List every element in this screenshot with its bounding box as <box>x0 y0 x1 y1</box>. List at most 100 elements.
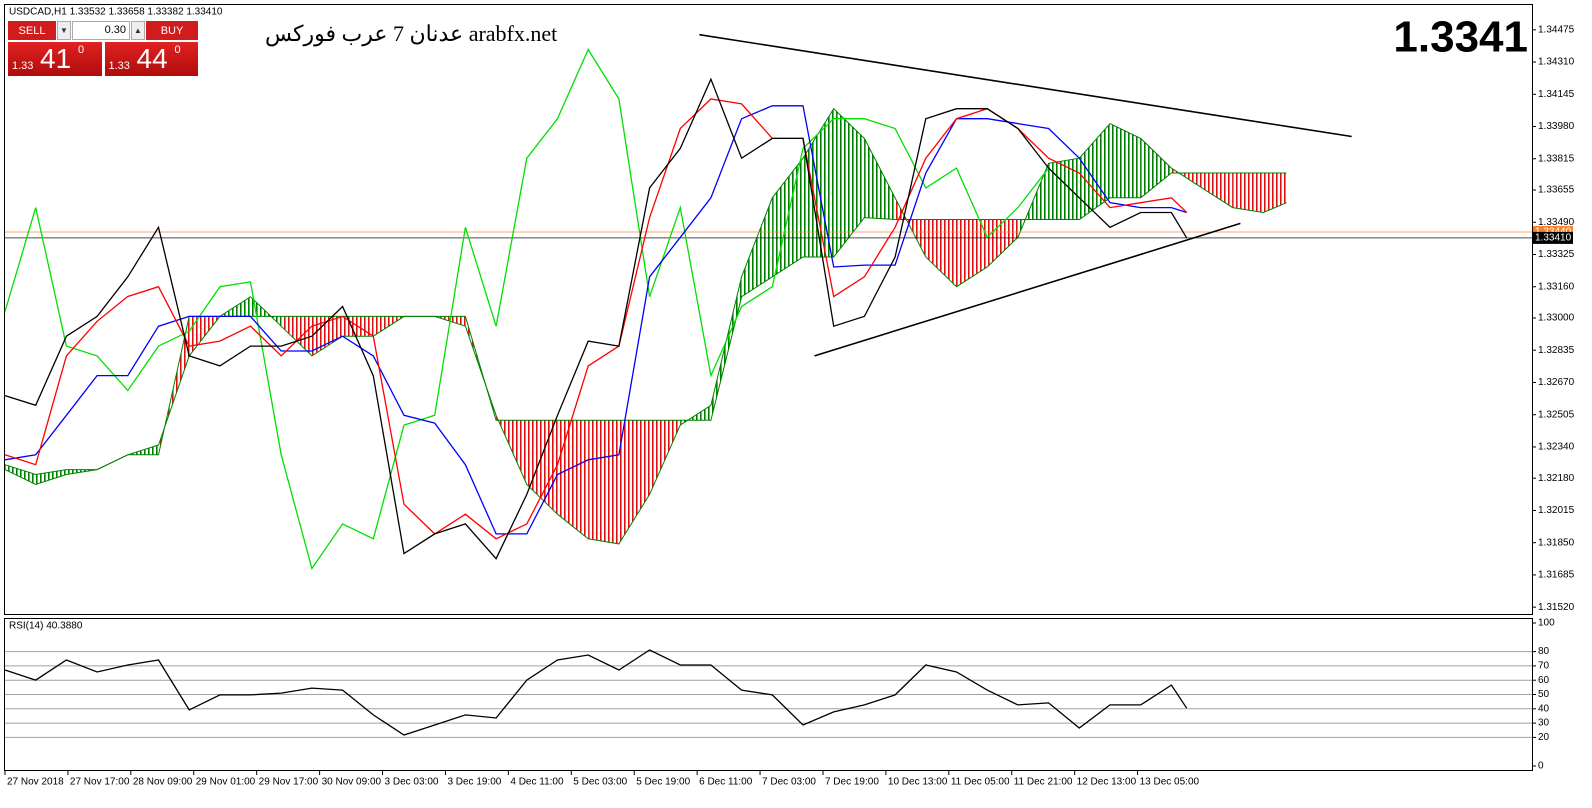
y-tick-label: 1.33980 <box>1538 121 1575 132</box>
x-tick-label: 3 Dec 03:00 <box>385 777 439 788</box>
x-tick-label: 11 Dec 05:00 <box>951 777 1010 788</box>
y-tick-label: 80 <box>1538 646 1550 657</box>
cloud-segment <box>5 464 36 485</box>
cloud-segment <box>1048 158 1080 220</box>
cloud-segment <box>710 276 742 421</box>
y-tick-label: 1.31520 <box>1538 602 1575 613</box>
ask-fraction: 0 <box>174 44 181 56</box>
x-tick-label: 30 Nov 09:00 <box>322 777 382 788</box>
y-tick-label: 1.34145 <box>1538 89 1575 100</box>
price-line-label: 1.33410 <box>1535 233 1572 244</box>
x-tick-label: 5 Dec 19:00 <box>636 777 690 788</box>
y-tick-label: 1.33815 <box>1538 153 1575 164</box>
ask-pips: 44 <box>136 43 168 74</box>
order-row: SELL ▼ 0.30 ▲ BUY <box>8 21 198 40</box>
series-line <box>4 649 1188 736</box>
y-tick-label: 100 <box>1538 618 1555 629</box>
bid-fraction: 0 <box>78 44 85 56</box>
cloud-segment <box>925 219 957 287</box>
y-tick-label: 1.34310 <box>1538 57 1575 68</box>
x-tick-label: 27 Nov 2018 <box>7 777 64 788</box>
y-tick-label: 1.32180 <box>1538 473 1575 484</box>
cloud-segment <box>987 219 1018 268</box>
x-tick-label: 27 Nov 17:00 <box>70 777 130 788</box>
series-line <box>4 105 1187 535</box>
watermark: عدنان 7 عرب فوركس arabfx.net <box>265 21 557 47</box>
cloud-segment <box>1079 123 1110 220</box>
price-panel-frame <box>4 4 1533 615</box>
x-tick-label: 12 Dec 13:00 <box>1077 777 1137 788</box>
y-tick-label: 1.32505 <box>1538 409 1575 420</box>
bid-big-figure: 1.33 <box>12 60 34 72</box>
series-line <box>4 77 1188 560</box>
cloud-segment <box>1202 173 1233 208</box>
y-tick-label: 50 <box>1538 689 1550 700</box>
y-tick-label: 30 <box>1538 718 1550 729</box>
y-tick-label: 1.33325 <box>1538 249 1575 260</box>
lots-input[interactable]: 0.30 <box>72 21 130 40</box>
quotes: 1.33 41 0 1.33 44 0 <box>8 42 198 76</box>
x-tick-label: 4 Dec 11:00 <box>510 777 564 788</box>
y-tick-label: 20 <box>1538 732 1550 743</box>
y-tick-label: 60 <box>1538 675 1550 686</box>
cloud-segment <box>588 420 619 544</box>
y-tick-label: 1.32835 <box>1538 345 1575 356</box>
cloud-segment <box>1109 123 1141 198</box>
lots-up[interactable]: ▲ <box>131 21 145 40</box>
series-line <box>699 33 1352 138</box>
y-tick-label: 1.34475 <box>1538 24 1575 35</box>
cloud-segment <box>741 197 773 297</box>
cloud-segment <box>281 316 312 356</box>
bid-quote[interactable]: 1.33 41 0 <box>8 42 102 76</box>
y-tick-label: 1.32670 <box>1538 377 1575 388</box>
x-tick-label: 7 Dec 03:00 <box>762 777 816 788</box>
cloud-segment <box>311 316 343 356</box>
y-tick-label: 1.33000 <box>1538 313 1575 324</box>
ask-big-figure: 1.33 <box>108 60 130 72</box>
buy-button[interactable]: BUY <box>146 21 198 40</box>
y-tick-label: 1.31685 <box>1538 570 1575 581</box>
rsi-title: RSI(14) 40.3880 <box>9 621 83 632</box>
x-tick-label: 28 Nov 09:00 <box>133 777 193 788</box>
y-tick-label: 1.32015 <box>1538 505 1575 516</box>
x-tick-label: 29 Nov 01:00 <box>196 777 256 788</box>
x-tick-label: 11 Dec 21:00 <box>1014 777 1073 788</box>
x-tick-label: 5 Dec 03:00 <box>573 777 627 788</box>
cloud-segment <box>864 138 896 220</box>
y-tick-label: 1.33160 <box>1538 281 1575 292</box>
cloud-segment <box>1232 173 1264 213</box>
big-price: 1.3341 <box>1393 13 1528 62</box>
cloud-segment <box>956 219 988 287</box>
x-tick-label: 3 Dec 19:00 <box>447 777 501 788</box>
price-line-box <box>1533 231 1573 244</box>
y-tick-label: 1.32340 <box>1538 442 1575 453</box>
cloud-segment <box>833 108 865 258</box>
x-tick-label: 29 Nov 17:00 <box>259 777 319 788</box>
series-line <box>814 222 1241 357</box>
y-tick-label: 1.33655 <box>1538 185 1575 196</box>
x-tick-label: 6 Dec 11:00 <box>699 777 753 788</box>
bid-pips: 41 <box>40 43 72 74</box>
x-tick-label: 7 Dec 19:00 <box>825 777 879 788</box>
y-tick-label: 40 <box>1538 703 1550 714</box>
ask-quote[interactable]: 1.33 44 0 <box>104 42 198 76</box>
symbol-info: USDCAD,H1 1.33532 1.33658 1.33382 1.3341… <box>9 7 223 18</box>
cloud-segment <box>649 420 681 495</box>
y-tick-label: 1.31850 <box>1538 537 1575 548</box>
trade-panel: SELL ▼ 0.30 ▲ BUY 1.33 41 0 1.33 44 0 <box>8 21 198 76</box>
cloud-segment <box>803 108 834 258</box>
y-tick-label: 0 <box>1538 761 1544 772</box>
y-tick-label: 1.33490 <box>1538 217 1575 228</box>
cloud-segment <box>557 420 589 539</box>
sell-button[interactable]: SELL <box>8 21 56 40</box>
cloud-segment <box>526 420 558 515</box>
cloud-segment <box>618 420 650 544</box>
x-tick-label: 10 Dec 13:00 <box>888 777 948 788</box>
x-tick-label: 13 Dec 05:00 <box>1140 777 1200 788</box>
y-tick-label: 70 <box>1538 661 1550 672</box>
cloud-segment <box>1263 173 1287 213</box>
cloud-segment <box>1140 138 1172 198</box>
lots-down[interactable]: ▼ <box>57 21 71 40</box>
